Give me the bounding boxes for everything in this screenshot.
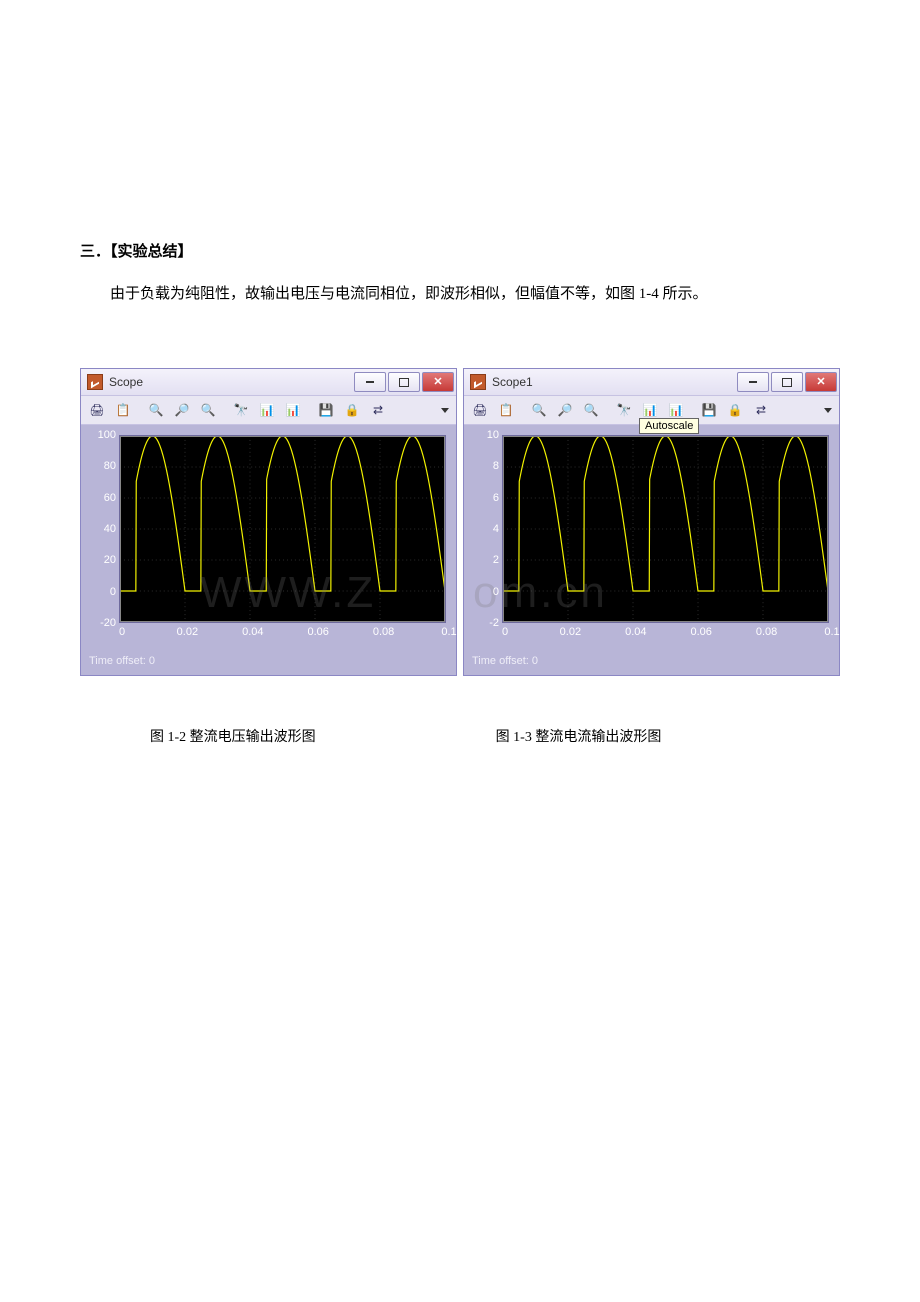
x-tick-label: 0 <box>107 626 137 638</box>
y-tick-label: 0 <box>471 586 499 598</box>
x-tick-label: 0.04 <box>238 626 268 638</box>
x-tick-label: 0.08 <box>752 626 782 638</box>
close-button[interactable] <box>422 372 454 392</box>
y-tick-label: 0 <box>88 586 116 598</box>
zoom-x-icon[interactable]: 🔎 <box>170 398 194 422</box>
caption-right: 图 1-3 整流电流输出波形图 <box>496 726 662 746</box>
minimize-button[interactable] <box>354 372 386 392</box>
body-paragraph: 由于负载为纯阻性，故输出电压与电流同相位，即波形相似，但幅值不等，如图 1-4 … <box>80 281 840 308</box>
signal-select-icon[interactable]: ⇄ <box>749 398 773 422</box>
params-icon[interactable]: 📋 <box>494 398 518 422</box>
y-tick-label: 80 <box>88 460 116 472</box>
print-icon[interactable]: 🖨 <box>85 398 109 422</box>
y-tick-label: 100 <box>88 429 116 441</box>
params-icon[interactable]: 📋 <box>111 398 135 422</box>
x-tick-label: 0.1 <box>434 626 464 638</box>
y-tick-label: 60 <box>88 492 116 504</box>
y-tick-label: 2 <box>471 554 499 566</box>
autoscale-icon[interactable]: 🔭 <box>612 398 636 422</box>
floating-icon[interactable]: 💾 <box>314 398 338 422</box>
x-tick-label: 0.04 <box>621 626 651 638</box>
section-heading: 三．【实验总结】 <box>80 240 840 261</box>
close-button[interactable] <box>805 372 837 392</box>
x-tick-label: 0 <box>490 626 520 638</box>
x-tick-label: 0.02 <box>172 626 202 638</box>
x-tick-label: 0.1 <box>817 626 847 638</box>
signal-select-icon[interactable]: ⇄ <box>366 398 390 422</box>
plot-canvas-left[interactable]: WWW.Z <box>119 435 446 623</box>
minimize-button[interactable] <box>737 372 769 392</box>
toolbar-overflow-icon[interactable] <box>438 399 452 421</box>
x-tick-label: 0.02 <box>555 626 585 638</box>
caption-left: 图 1-2 整流电压输出波形图 <box>150 726 316 746</box>
toolbar-right: 🖨 📋 🔍 🔎 🔍 🔭 📊 📊 💾 🔒 ⇄ Autoscale <box>464 396 839 425</box>
zoom-x-icon[interactable]: 🔎 <box>553 398 577 422</box>
x-tick-label: 0.08 <box>369 626 399 638</box>
zoom-in-icon[interactable]: 🔍 <box>527 398 551 422</box>
matlab-icon <box>87 374 103 390</box>
y-tick-label: 8 <box>471 460 499 472</box>
figure-captions: 图 1-2 整流电压输出波形图 图 1-3 整流电流输出波形图 <box>80 726 840 746</box>
time-offset-left: Time offset: 0 <box>81 651 456 675</box>
scope-windows-row: Scope 🖨 📋 🔍 🔎 🔍 🔭 📊 📊 💾 <box>80 368 840 676</box>
y-tick-label: 6 <box>471 492 499 504</box>
scope-window-left: Scope 🖨 📋 🔍 🔎 🔍 🔭 📊 📊 💾 <box>80 368 457 676</box>
window-title-left: Scope <box>109 375 354 389</box>
lock-icon[interactable]: 🔒 <box>723 398 747 422</box>
zoom-y-icon[interactable]: 🔍 <box>196 398 220 422</box>
y-tick-label: 20 <box>88 554 116 566</box>
plot-area-right: om.cn -2024681000.020.040.060.080.1 <box>464 425 839 651</box>
zoom-y-icon[interactable]: 🔍 <box>579 398 603 422</box>
toolbar-overflow-icon[interactable] <box>821 399 835 421</box>
x-tick-label: 0.06 <box>686 626 716 638</box>
time-offset-right: Time offset: 0 <box>464 651 839 675</box>
titlebar-left[interactable]: Scope <box>81 369 456 396</box>
y-tick-label: 40 <box>88 523 116 535</box>
titlebar-right[interactable]: Scope1 <box>464 369 839 396</box>
floating-icon[interactable]: 💾 <box>697 398 721 422</box>
matlab-icon <box>470 374 486 390</box>
plot-canvas-right[interactable]: om.cn <box>502 435 829 623</box>
toolbar-left: 🖨 📋 🔍 🔎 🔍 🔭 📊 📊 💾 🔒 ⇄ <box>81 396 456 425</box>
window-title-right: Scope1 <box>492 375 737 389</box>
plot-area-left: WWW.Z -2002040608010000.020.040.060.080.… <box>81 425 456 651</box>
y-tick-label: 4 <box>471 523 499 535</box>
autoscale-tooltip: Autoscale <box>639 418 699 434</box>
restore-axes-icon[interactable]: 📊 <box>281 398 305 422</box>
y-tick-label: 10 <box>471 429 499 441</box>
x-tick-label: 0.06 <box>303 626 333 638</box>
maximize-button[interactable] <box>388 372 420 392</box>
maximize-button[interactable] <box>771 372 803 392</box>
lock-icon[interactable]: 🔒 <box>340 398 364 422</box>
zoom-in-icon[interactable]: 🔍 <box>144 398 168 422</box>
autoscale-icon[interactable]: 🔭 <box>229 398 253 422</box>
save-axes-icon[interactable]: 📊 <box>255 398 279 422</box>
scope-window-right: Scope1 🖨 📋 🔍 🔎 🔍 🔭 📊 📊 💾 <box>463 368 840 676</box>
print-icon[interactable]: 🖨 <box>468 398 492 422</box>
